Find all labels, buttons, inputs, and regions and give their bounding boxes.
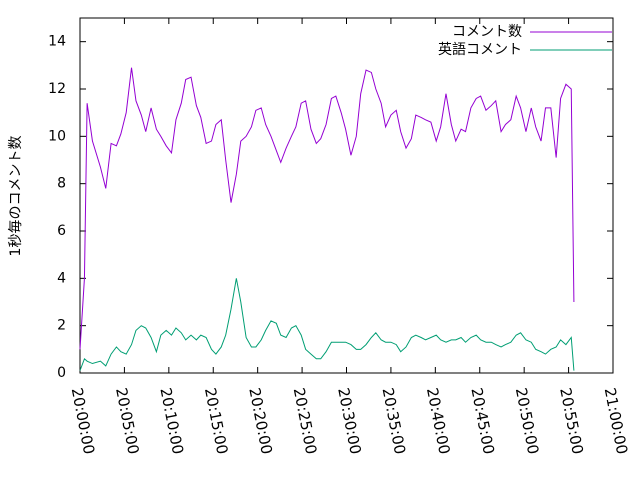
x-tick-label: 20:40:00: [423, 386, 454, 456]
y-tick-label: 6: [57, 223, 66, 239]
y-tick-label: 0: [57, 365, 66, 381]
plot-frame: [79, 17, 614, 374]
series-line: [79, 278, 575, 371]
x-tick-label: 21:00:00: [601, 386, 632, 456]
x-tick-label: 20:55:00: [556, 386, 587, 456]
y-tick-label: 2: [57, 318, 66, 334]
y-tick-label: 10: [48, 128, 66, 144]
x-tick-label: 20:15:00: [201, 386, 232, 456]
y-tick-label: 14: [48, 34, 66, 50]
x-tick-label: 20:50:00: [512, 386, 543, 456]
x-tick-label: 20:20:00: [245, 386, 276, 456]
y-tick-label: 12: [48, 81, 66, 97]
x-tick-label: 20:35:00: [379, 386, 410, 456]
legend-label: 英語コメント: [438, 41, 522, 58]
x-tick-label: 20:10:00: [156, 386, 187, 456]
y-tick-label: 4: [57, 270, 66, 286]
x-tick-label: 20:45:00: [467, 386, 498, 456]
y-axis-label: 1秒毎のコメント数: [8, 136, 24, 257]
legend-label: コメント数: [452, 24, 522, 40]
series-line: [79, 67, 575, 350]
x-tick-label: 20:00:00: [68, 386, 99, 456]
x-tick-label: 20:25:00: [290, 386, 321, 456]
x-tick-label: 20:30:00: [334, 386, 365, 456]
y-tick-label: 8: [57, 176, 66, 192]
x-tick-label: 20:05:00: [112, 386, 143, 456]
